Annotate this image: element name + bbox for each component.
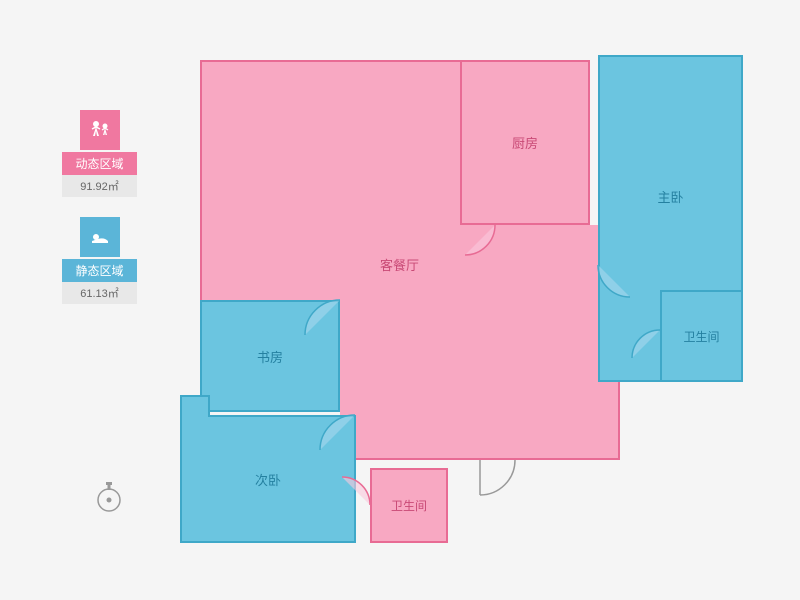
legend-dynamic-label: 动态区域 — [62, 152, 137, 175]
legend-static: 静态区域 61.13㎡ — [62, 217, 137, 304]
second-notch — [180, 395, 210, 417]
people-icon — [80, 110, 120, 150]
room-kitchen-label: 厨房 — [512, 133, 538, 152]
floorplan: 客餐厅 厨房 主卧 卫生间 书房 次卧 卫生间 — [180, 30, 760, 570]
room-study: 书房 — [200, 300, 340, 412]
room-kitchen: 厨房 — [460, 60, 590, 225]
sleep-icon — [80, 217, 120, 257]
room-second-label: 次卧 — [255, 470, 281, 489]
legend-dynamic: 动态区域 91.92㎡ — [62, 110, 137, 197]
room-bath2-label: 卫生间 — [391, 497, 427, 514]
room-bath2: 卫生间 — [370, 468, 448, 543]
room-master: 主卧 — [598, 55, 743, 315]
seam-cover-3 — [600, 310, 660, 318]
room-master-ext — [598, 313, 662, 382]
room-bath1-label: 卫生间 — [683, 328, 719, 345]
room-master-label: 主卧 — [657, 187, 683, 206]
room-living-label: 客餐厅 — [380, 255, 419, 274]
room-living-ext: 客餐厅 — [340, 225, 620, 460]
room-study-label: 书房 — [257, 347, 283, 366]
legend-static-label: 静态区域 — [62, 259, 137, 282]
compass-icon — [92, 480, 126, 519]
legend-static-value: 61.13㎡ — [62, 282, 137, 304]
room-second: 次卧 — [180, 415, 356, 543]
legend-dynamic-value: 91.92㎡ — [62, 175, 137, 197]
room-bath1: 卫生间 — [660, 290, 743, 382]
legend: 动态区域 91.92㎡ 静态区域 61.13㎡ — [62, 110, 137, 324]
